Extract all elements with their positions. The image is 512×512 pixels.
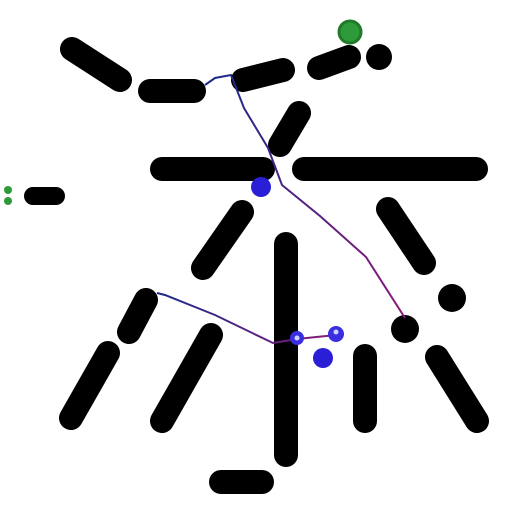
agent-trajectory — [156, 292, 337, 345]
round-obstacle — [366, 44, 392, 70]
agent-marker — [251, 177, 271, 197]
agent-trajectory — [204, 73, 406, 319]
agent-group — [251, 177, 344, 368]
wall-segment — [150, 323, 223, 433]
agent-highlight — [294, 335, 300, 341]
wall-segment — [191, 200, 254, 280]
wall-segment — [60, 37, 132, 92]
wall-segment — [59, 341, 120, 430]
round-obstacle — [438, 284, 466, 312]
agent-marker — [313, 348, 333, 368]
wall-group — [24, 37, 489, 494]
round-obstacle-group — [366, 44, 466, 343]
side-marker — [4, 186, 12, 194]
wall-segment — [117, 288, 158, 344]
wall-segment — [376, 197, 436, 275]
wall-segment — [231, 58, 295, 92]
agent-highlight — [333, 329, 339, 335]
wall-segment — [268, 101, 311, 157]
side-marker-group — [4, 186, 12, 205]
round-obstacle — [391, 315, 419, 343]
wall-segment — [307, 45, 361, 80]
wall-segment — [425, 345, 489, 433]
side-marker — [4, 197, 12, 205]
goal-marker — [337, 19, 363, 45]
